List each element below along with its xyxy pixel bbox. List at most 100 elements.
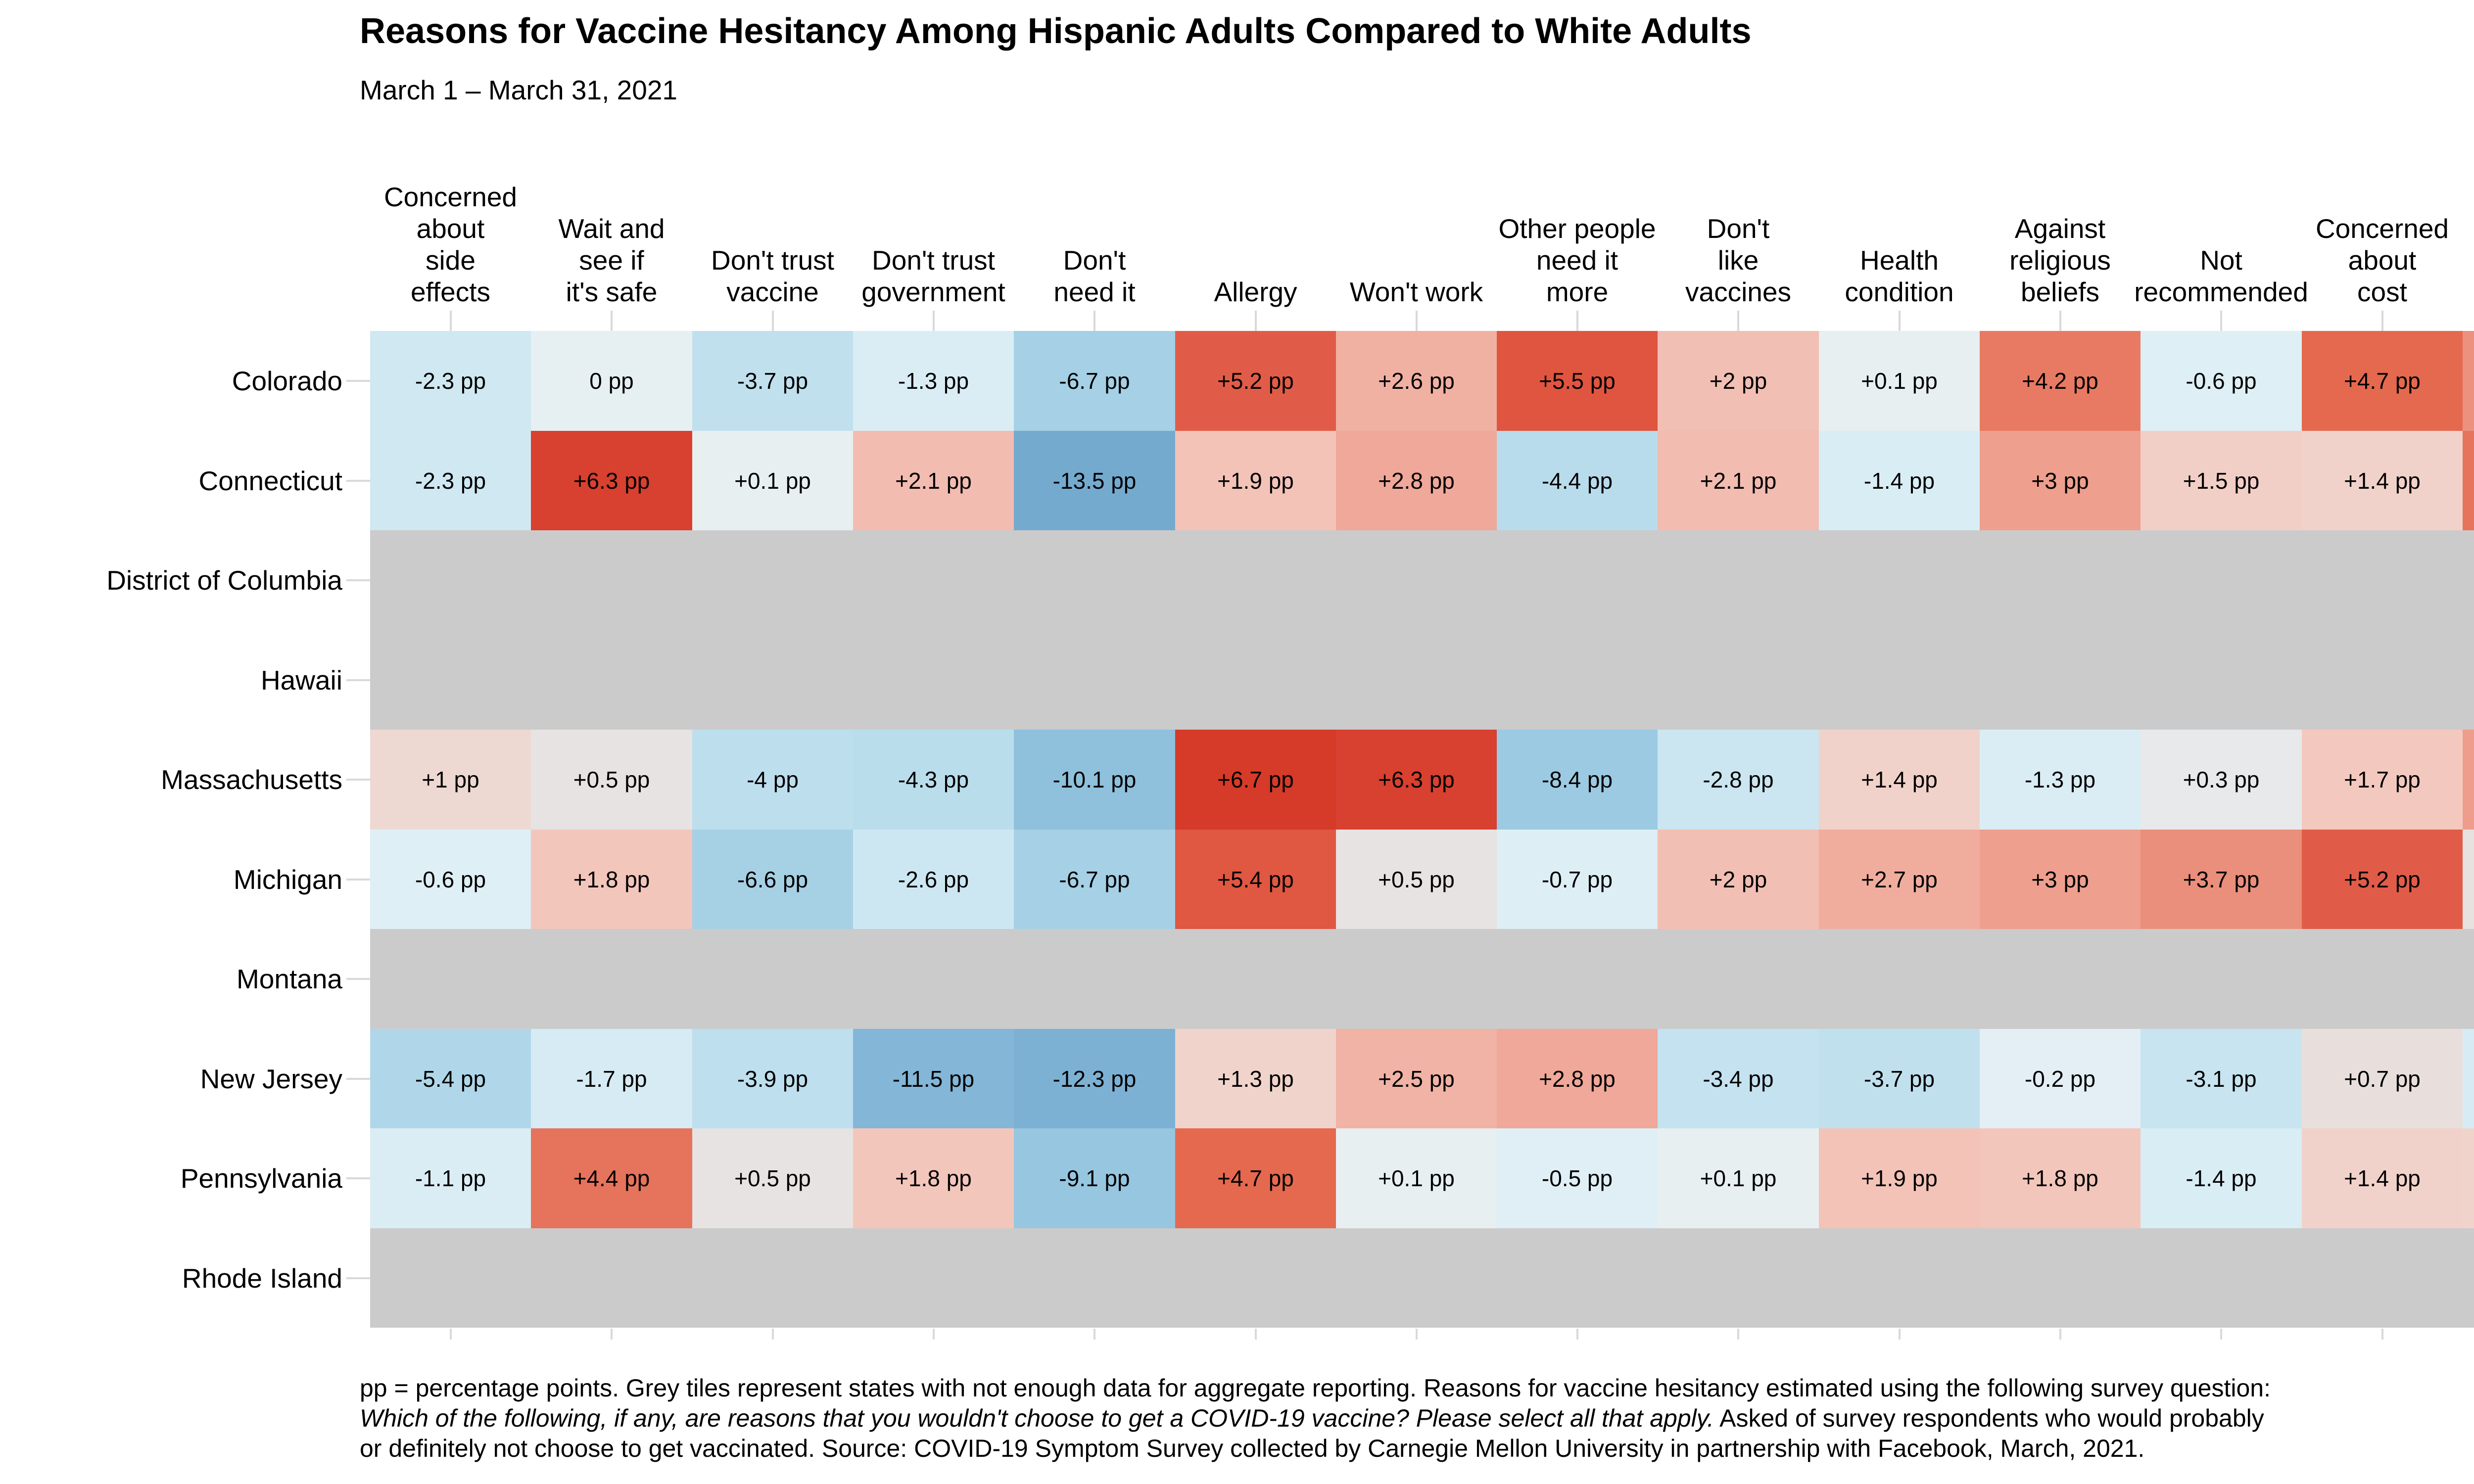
heatmap-cell: +1.3 pp — [1175, 1029, 1336, 1128]
heatmap-cell: +0.5 pp — [531, 730, 692, 830]
axis-tick-left — [346, 480, 370, 482]
missing-data-band — [370, 530, 2474, 630]
heatmap-cell: +2 pp — [1658, 830, 1819, 929]
column-header: Allergy — [1214, 277, 1297, 307]
column-header: Won't work — [1349, 277, 1483, 307]
heatmap-cell: +4.4 pp — [2463, 431, 2474, 530]
heatmap-cell: -6.7 pp — [1014, 830, 1175, 929]
row-label: Connecticut — [198, 465, 342, 496]
column-header: Wait and see if it's safe — [558, 213, 665, 307]
heatmap-cell: +2.8 pp — [1497, 1029, 1658, 1128]
column-header: Against religious beliefs — [2009, 213, 2111, 307]
row-label: Michigan — [233, 864, 342, 895]
row-label: Colorado — [232, 366, 342, 396]
heatmap-cell: -3.9 pp — [692, 1029, 853, 1128]
heatmap-cell: -3.4 pp — [1658, 1029, 1819, 1128]
heatmap-cell: +0.5 pp — [1336, 830, 1497, 929]
axis-tick-left — [346, 879, 370, 881]
heatmap-cell: +3.1 pp — [2463, 730, 2474, 830]
heatmap-cell: +0.1 pp — [1819, 331, 1980, 431]
heatmap-cell: -1.3 pp — [853, 331, 1014, 431]
heatmap-cell: +3.7 pp — [2141, 830, 2302, 929]
axis-tick-top — [1255, 311, 1257, 331]
heatmap-cell: -5.4 pp — [370, 1029, 531, 1128]
heatmap-cell: -10.1 pp — [1014, 730, 1175, 830]
heatmap-cell: +5.5 pp — [1497, 331, 1658, 431]
heatmap-cell: +1.4 pp — [2302, 1128, 2463, 1228]
heatmap-cell: +1.8 pp — [531, 830, 692, 929]
chart-title: Reasons for Vaccine Hesitancy Among Hisp… — [360, 11, 1752, 51]
heatmap-cell: -2.3 pp — [370, 331, 531, 431]
heatmap-cell: +4.7 pp — [1175, 1128, 1336, 1228]
heatmap-cell: +2.7 pp — [1819, 830, 1980, 929]
heatmap-cell: +1.3 pp — [2463, 1128, 2474, 1228]
heatmap-cell: +2.1 pp — [1658, 431, 1819, 530]
axis-tick-left — [346, 1177, 370, 1179]
heatmap-cell: -9.1 pp — [1014, 1128, 1175, 1228]
heatmap-cell: -0.6 pp — [2141, 331, 2302, 431]
heatmap-cell: -1.4 pp — [2141, 1128, 2302, 1228]
axis-tick-top — [450, 311, 452, 331]
axis-tick-left — [346, 579, 370, 581]
heatmap-cell: +5.2 pp — [2302, 830, 2463, 929]
footnote-line-3: or definitely not choose to get vaccinat… — [360, 1434, 2271, 1464]
heatmap-cell: -0.2 pp — [1980, 1029, 2141, 1128]
heatmap-cell: -3.7 pp — [1819, 1029, 1980, 1128]
heatmap-cell: +6.7 pp — [1175, 730, 1336, 830]
gridline-stub-bottom — [1899, 1329, 1901, 1340]
axis-tick-left — [346, 978, 370, 980]
row-label: Massachusetts — [161, 764, 342, 795]
footnote-survey-question: Which of the following, if any, are reas… — [360, 1404, 1714, 1432]
axis-tick-top — [611, 311, 613, 331]
missing-data-band — [370, 1228, 2474, 1328]
gridline-stub-bottom — [2381, 1329, 2383, 1340]
axis-tick-left — [346, 679, 370, 681]
heatmap-cell: +5.4 pp — [1175, 830, 1336, 929]
column-header: Don't need it — [1053, 245, 1136, 307]
gridline-stub-bottom — [772, 1329, 774, 1340]
axis-tick-top — [772, 311, 774, 331]
heatmap-cell: -1.4 pp — [1819, 431, 1980, 530]
axis-tick-left — [346, 1277, 370, 1279]
heatmap-cell: +1.9 pp — [1175, 431, 1336, 530]
heatmap-cell: 0 pp — [531, 331, 692, 431]
heatmap-cell: -8.4 pp — [1497, 730, 1658, 830]
heatmap-cell: -1.7 pp — [531, 1029, 692, 1128]
heatmap-cell: +0.1 pp — [1336, 1128, 1497, 1228]
missing-data-band — [370, 929, 2474, 1029]
gridline-stub-bottom — [450, 1329, 452, 1340]
heatmap-cell: +0.3 pp — [2141, 730, 2302, 830]
axis-tick-left — [346, 380, 370, 382]
footnote-text-3: or definitely not choose to get vaccinat… — [360, 1435, 2145, 1462]
heatmap-cell: +0.1 pp — [1658, 1128, 1819, 1228]
column-header: Concerned about cost — [2315, 213, 2449, 307]
axis-tick-top — [2220, 311, 2222, 331]
row-label: Rhode Island — [182, 1262, 342, 1294]
axis-tick-top — [2059, 311, 2061, 331]
gridline-stub-bottom — [1094, 1329, 1095, 1340]
heatmap-cell: +4.4 pp — [531, 1128, 692, 1228]
gridline-stub-bottom — [1737, 1329, 1739, 1340]
heatmap-cell: -4.3 pp — [853, 730, 1014, 830]
heatmap-cell: -1.3 pp — [1980, 730, 2141, 830]
heatmap-cell: +5.2 pp — [1175, 331, 1336, 431]
heatmap-cell: +2.1 pp — [853, 431, 1014, 530]
column-header: Don't like vaccines — [1685, 213, 1791, 307]
footnote: pp = percentage points. Grey tiles repre… — [360, 1373, 2271, 1464]
heatmap-cell: +0.6 pp — [2463, 830, 2474, 929]
heatmap-cell: -6.6 pp — [692, 830, 853, 929]
heatmap-cell: +1.5 pp — [2141, 431, 2302, 530]
gridline-stub-bottom — [933, 1329, 935, 1340]
row-label: Montana — [236, 964, 342, 994]
heatmap-cell: +1.4 pp — [1819, 730, 1980, 830]
column-header: Don't trust government — [861, 245, 1005, 307]
heatmap-cell: -2.6 pp — [853, 830, 1014, 929]
footnote-line-2: Which of the following, if any, are reas… — [360, 1403, 2271, 1434]
heatmap-cell: -13.5 pp — [1014, 431, 1175, 530]
heatmap-cell: +6.3 pp — [1336, 730, 1497, 830]
heatmap-cell: +3 pp — [1980, 431, 2141, 530]
chart-subtitle: March 1 – March 31, 2021 — [360, 75, 678, 105]
heatmap-cell: +0.5 pp — [692, 1128, 853, 1228]
heatmap-cell: +2.5 pp — [1336, 1029, 1497, 1128]
axis-tick-top — [1576, 311, 1578, 331]
